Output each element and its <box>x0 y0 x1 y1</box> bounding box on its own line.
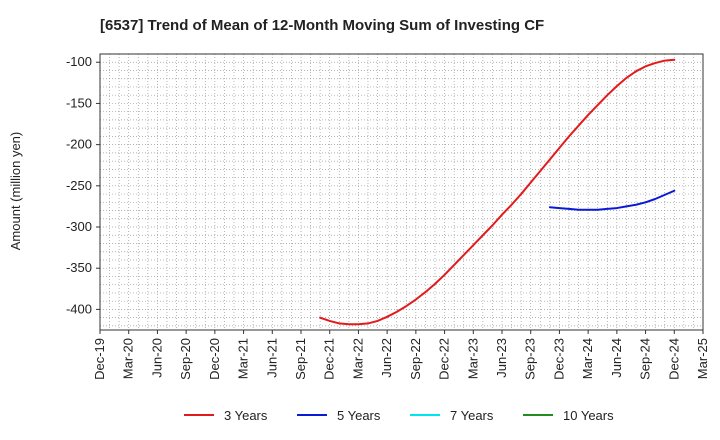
y-tick-label: -150 <box>66 95 92 110</box>
x-tick-label: Mar-25 <box>695 338 710 379</box>
x-tick-label: Mar-21 <box>236 338 251 379</box>
legend-label-10-years: 10 Years <box>563 408 614 423</box>
y-tick-label: -400 <box>66 301 92 316</box>
x-tick-label: Sep-23 <box>523 338 538 380</box>
legend-label-5-years: 5 Years <box>337 408 381 423</box>
legend: 3 Years 5 Years 7 Years 10 Years <box>184 408 614 423</box>
y-tick-label: -350 <box>66 260 92 275</box>
chart-title: [6537] Trend of Mean of 12-Month Moving … <box>100 17 544 34</box>
x-tick-label: Dec-20 <box>207 338 222 380</box>
x-tick-label: Sep-20 <box>178 338 193 380</box>
plot-frame <box>99 53 704 331</box>
y-axis-label: Amount (million yen) <box>8 132 23 251</box>
x-tick-label: Mar-20 <box>121 338 136 379</box>
x-tick-label: Sep-22 <box>408 338 423 380</box>
x-tick-label: Jun-21 <box>264 338 279 378</box>
x-tick-label: Dec-21 <box>322 338 337 380</box>
y-tick-label: -250 <box>66 178 92 193</box>
legend-label-3-years: 3 Years <box>224 408 268 423</box>
x-tick-label: Jun-20 <box>149 338 164 378</box>
x-tick-label: Jun-22 <box>379 338 394 378</box>
y-tick-label: -300 <box>66 219 92 234</box>
x-tick-label: Dec-22 <box>437 338 452 380</box>
series-line-5-years <box>548 189 676 211</box>
y-tick-label: -100 <box>66 54 92 69</box>
y-tick-label: -200 <box>66 137 92 152</box>
x-tick-label: Jun-24 <box>609 338 624 378</box>
x-tick-label: Dec-24 <box>666 338 681 380</box>
series-line-3-years <box>319 58 676 326</box>
legend-label-7-years: 7 Years <box>450 408 494 423</box>
x-tick-label: Jun-23 <box>494 338 509 378</box>
x-tick-label: Sep-21 <box>293 338 308 380</box>
x-tick-label: Dec-19 <box>92 338 107 380</box>
x-tick-label: Dec-23 <box>551 338 566 380</box>
x-tick-label: Mar-23 <box>465 338 480 379</box>
x-tick-label: Mar-22 <box>350 338 365 379</box>
x-tick-label: Mar-24 <box>580 338 595 379</box>
plot-area: -100 -150 -200 -250 -300 -350 -400 Dec-19 Mar-20… <box>66 53 710 380</box>
x-tick-label: Sep-24 <box>638 338 653 380</box>
